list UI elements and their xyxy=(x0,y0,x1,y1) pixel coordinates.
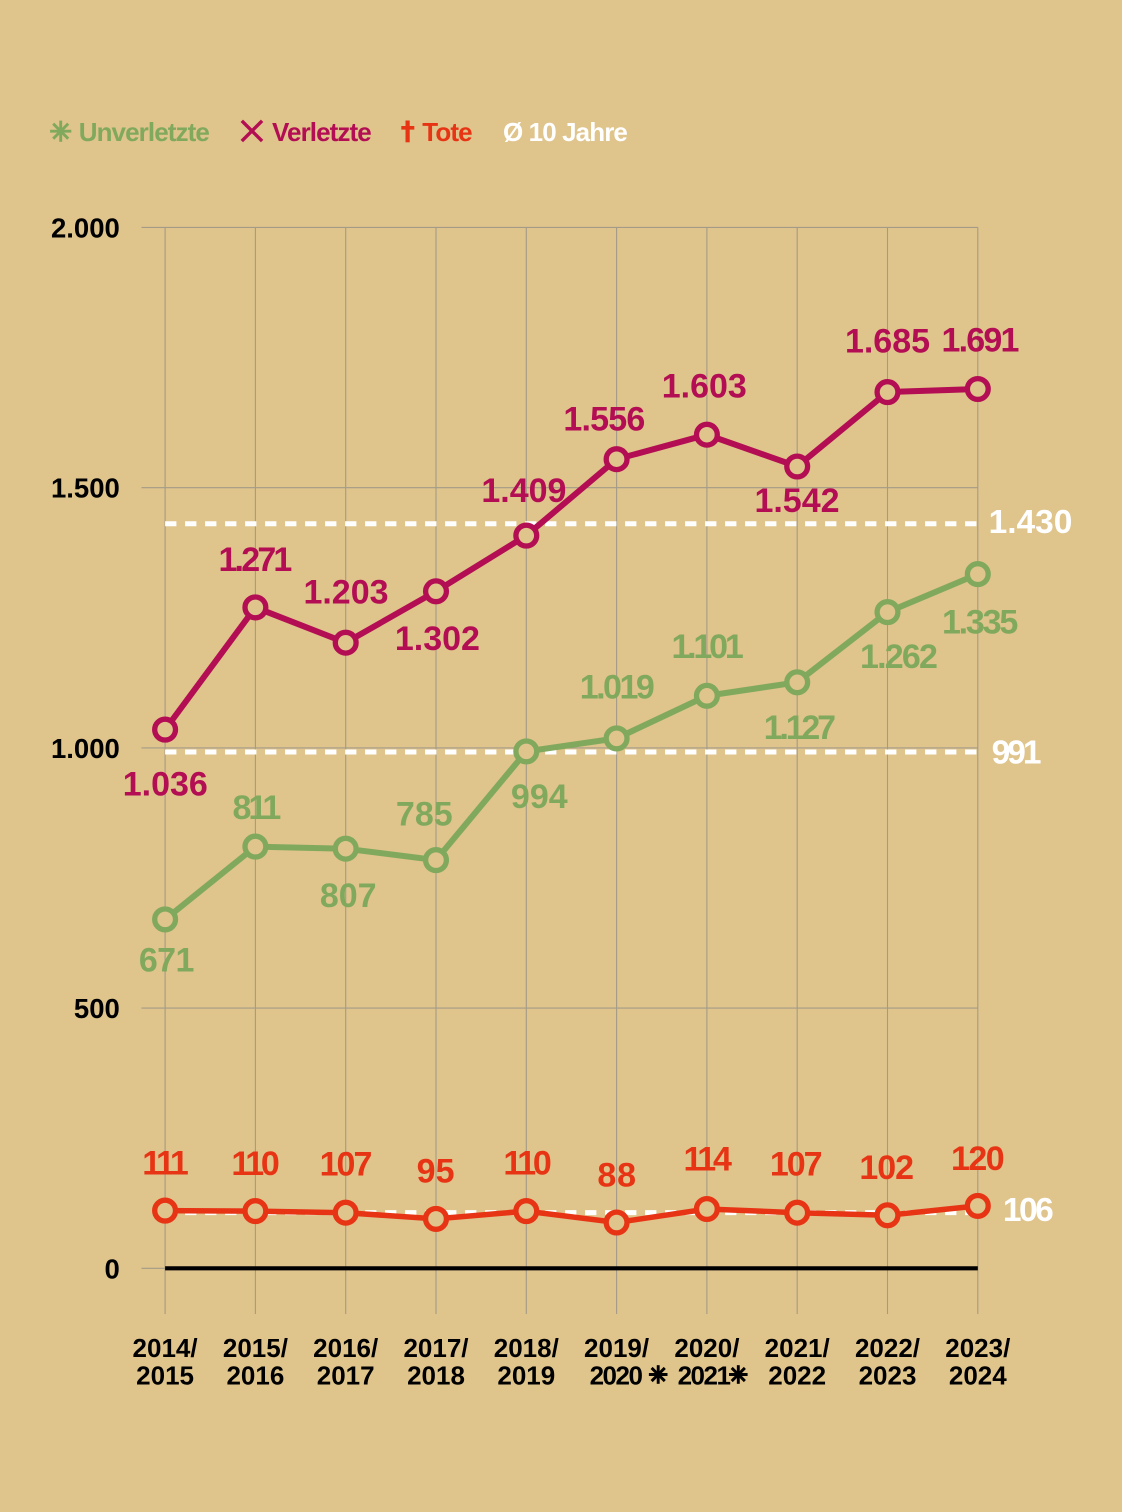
svg-text:2021: 2021 xyxy=(678,1360,731,1390)
svg-text:1.302: 1.302 xyxy=(395,620,480,658)
svg-text:500: 500 xyxy=(74,993,120,1024)
svg-text:Verletzte: Verletzte xyxy=(272,117,371,147)
svg-text:1.335: 1.335 xyxy=(942,603,1017,641)
svg-text:Tote: Tote xyxy=(422,117,472,147)
svg-text:2016: 2016 xyxy=(226,1360,284,1390)
svg-text:785: 785 xyxy=(396,795,453,833)
svg-text:994: 994 xyxy=(511,778,568,816)
svg-text:110: 110 xyxy=(231,1145,279,1183)
svg-text:811: 811 xyxy=(232,789,280,827)
svg-text:2017: 2017 xyxy=(317,1360,375,1390)
svg-text:107: 107 xyxy=(770,1146,822,1184)
svg-text:1.409: 1.409 xyxy=(481,472,566,510)
svg-text:1.430: 1.430 xyxy=(989,504,1073,541)
svg-text:2020: 2020 xyxy=(590,1360,643,1390)
svg-text:1.603: 1.603 xyxy=(662,368,747,406)
svg-text:120: 120 xyxy=(951,1140,1004,1178)
svg-text:991: 991 xyxy=(992,735,1041,772)
svg-text:1.542: 1.542 xyxy=(754,482,839,520)
svg-text:1.203: 1.203 xyxy=(303,573,388,611)
svg-text:88: 88 xyxy=(597,1157,636,1195)
svg-text:1.036: 1.036 xyxy=(123,765,208,803)
svg-text:1.127: 1.127 xyxy=(764,709,835,747)
svg-text:106: 106 xyxy=(1003,1192,1053,1229)
svg-text:2020/: 2020/ xyxy=(674,1333,739,1363)
svg-text:2.000: 2.000 xyxy=(51,212,120,243)
svg-text:1.019: 1.019 xyxy=(580,669,654,707)
svg-text:1.691: 1.691 xyxy=(942,321,1019,359)
svg-text:Ø 10 Jahre: Ø 10 Jahre xyxy=(503,117,627,147)
svg-text:807: 807 xyxy=(320,877,377,915)
svg-text:1.262: 1.262 xyxy=(860,638,937,676)
svg-text:2014/: 2014/ xyxy=(133,1333,198,1363)
svg-text:2018/: 2018/ xyxy=(494,1333,559,1363)
svg-text:111: 111 xyxy=(142,1145,188,1183)
svg-text:1.500: 1.500 xyxy=(51,473,120,504)
svg-text:2022: 2022 xyxy=(768,1360,826,1390)
svg-text:2017/: 2017/ xyxy=(403,1333,468,1363)
svg-text:110: 110 xyxy=(503,1144,551,1182)
svg-text:671: 671 xyxy=(139,941,194,979)
svg-text:1.271: 1.271 xyxy=(218,541,291,579)
svg-text:2015: 2015 xyxy=(136,1360,194,1390)
svg-text:1.101: 1.101 xyxy=(671,628,742,666)
svg-text:1.556: 1.556 xyxy=(563,401,644,439)
svg-text:1.685: 1.685 xyxy=(845,323,930,361)
svg-text:Unverletzte: Unverletzte xyxy=(79,117,210,147)
svg-text:2022/: 2022/ xyxy=(855,1333,920,1363)
svg-text:2023/: 2023/ xyxy=(945,1333,1010,1363)
svg-text:2016/: 2016/ xyxy=(313,1333,378,1363)
svg-text:102: 102 xyxy=(859,1149,913,1187)
svg-text:2018: 2018 xyxy=(407,1360,465,1390)
svg-text:2024: 2024 xyxy=(949,1360,1007,1390)
svg-text:0: 0 xyxy=(105,1253,120,1284)
svg-text:2019/: 2019/ xyxy=(584,1333,649,1363)
svg-text:2015/: 2015/ xyxy=(223,1333,288,1363)
svg-text:1.000: 1.000 xyxy=(51,733,120,764)
svg-text:2021/: 2021/ xyxy=(765,1333,830,1363)
svg-text:2019: 2019 xyxy=(497,1360,555,1390)
svg-text:107: 107 xyxy=(320,1146,372,1184)
svg-text:95: 95 xyxy=(417,1153,455,1191)
svg-text:2023: 2023 xyxy=(859,1360,917,1390)
svg-text:114: 114 xyxy=(683,1141,732,1179)
